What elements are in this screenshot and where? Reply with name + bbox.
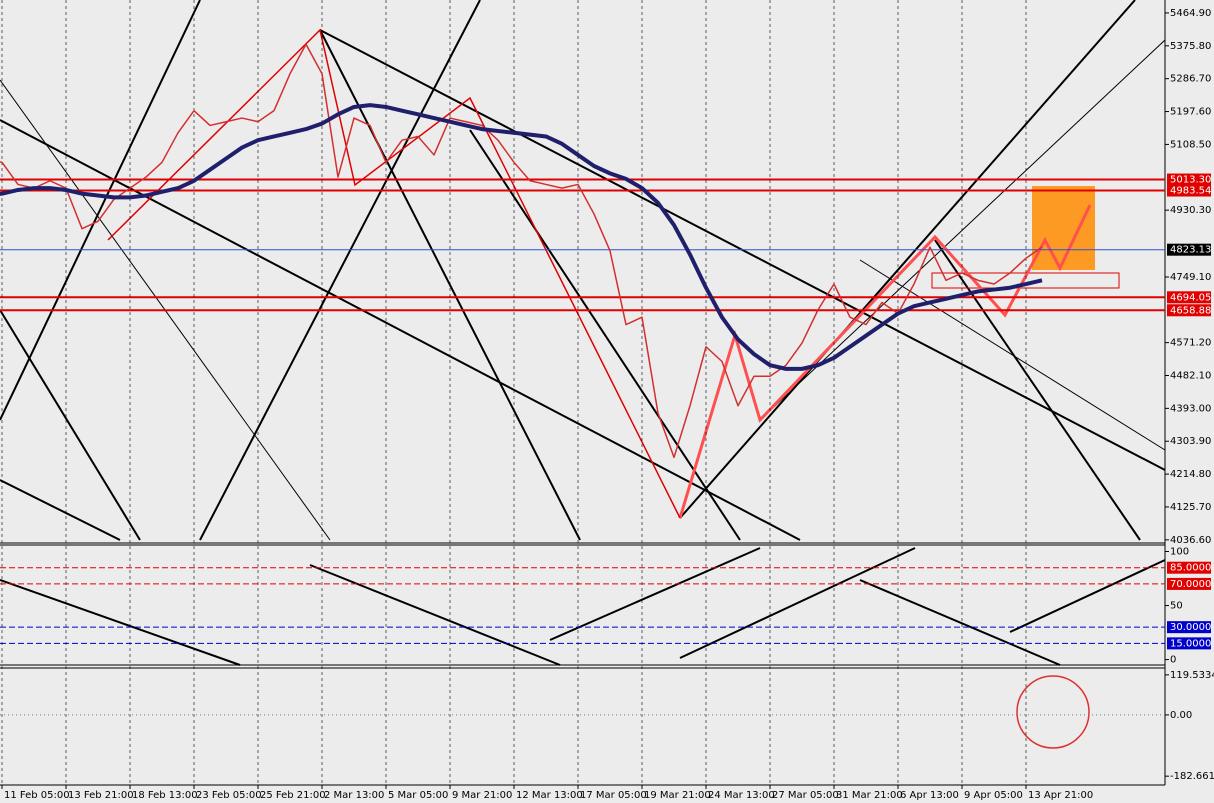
y-tick-label: 50 <box>1170 601 1183 612</box>
x-tick-label: 19 Mar 21:00 <box>644 790 711 801</box>
trendline <box>0 479 121 541</box>
target-zone <box>1032 186 1095 270</box>
y-tick-label: 5197.60 <box>1170 107 1211 118</box>
y-tick-label: 4930.30 <box>1170 205 1211 216</box>
x-tick-label: 9 Apr 05:00 <box>964 790 1023 801</box>
y-tick-label: 5464.90 <box>1170 8 1211 19</box>
level-label-box <box>1167 184 1211 197</box>
level-label-box <box>1167 637 1211 650</box>
y-tick-label: 4749.10 <box>1170 272 1211 283</box>
level-label: 4823.13 <box>1170 245 1211 256</box>
highlight-circle <box>1016 675 1090 749</box>
x-tick-label: 27 Mar 05:00 <box>772 790 839 801</box>
level-label: 4694.05 <box>1170 292 1211 303</box>
level-label: 15.0000 <box>1170 638 1211 649</box>
x-tick-label: 31 Mar 21:00 <box>836 790 903 801</box>
x-tick-label: 25 Feb 21:00 <box>260 790 326 801</box>
y-tick-label: 0.00 <box>1170 710 1192 721</box>
level-label: 5013.30 <box>1170 175 1211 186</box>
x-tick-label: 17 Mar 05:00 <box>580 790 647 801</box>
series-line <box>0 43 1043 459</box>
x-tick-label: 2 Mar 13:00 <box>324 790 384 801</box>
level-label: 70.0000 <box>1170 579 1211 590</box>
y-tick-label: 5108.50 <box>1170 139 1211 150</box>
level-label-box <box>1167 577 1211 590</box>
trendline <box>934 239 1141 541</box>
y-tick-label: 119.5334 <box>1170 670 1214 681</box>
trendline <box>1009 559 1166 633</box>
level-label: 85.0000 <box>1170 563 1211 574</box>
level-label: 4983.54 <box>1170 186 1211 197</box>
x-tick-label: 13 Apr 21:00 <box>1028 790 1093 801</box>
y-tick-label: 4571.20 <box>1170 338 1211 349</box>
trendline <box>859 579 1061 666</box>
trendline <box>0 579 241 666</box>
y-tick-label: 4125.70 <box>1170 502 1211 513</box>
trendline <box>0 0 201 421</box>
y-tick-label: 4214.80 <box>1170 469 1211 480</box>
trendline <box>199 0 481 541</box>
level-label-box <box>1167 243 1211 256</box>
level-label-box <box>1167 304 1211 317</box>
y-tick-label: 4036.60 <box>1170 535 1211 546</box>
y-tick-label: 0 <box>1170 655 1176 666</box>
x-tick-label: 12 Mar 13:00 <box>516 790 583 801</box>
zigzag <box>107 28 681 519</box>
level-label-box <box>1167 173 1211 186</box>
trendline <box>759 39 1166 421</box>
level-label-box <box>1167 561 1211 574</box>
x-tick-label: 23 Feb 05:00 <box>196 790 262 801</box>
x-tick-label: 9 Mar 21:00 <box>452 790 512 801</box>
level-label-box <box>1167 621 1211 634</box>
trendline <box>0 309 141 541</box>
trendline <box>549 547 761 641</box>
y-tick-label: 4303.90 <box>1170 436 1211 447</box>
level-label-box <box>1167 291 1211 304</box>
x-tick-label: 24 Mar 13:00 <box>708 790 775 801</box>
x-tick-label: 13 Feb 21:00 <box>68 790 134 801</box>
x-tick-label: 5 Mar 05:00 <box>388 790 448 801</box>
support-zone <box>931 272 1120 289</box>
y-tick-label: 4393.00 <box>1170 403 1211 414</box>
x-tick-label: 11 Feb 05:00 <box>4 790 70 801</box>
trendline <box>679 0 1136 519</box>
trendline <box>309 564 561 666</box>
y-tick-label: 100 <box>1170 546 1189 557</box>
level-label: 30.0000 <box>1170 622 1211 633</box>
y-tick-label: -182.6615 <box>1170 771 1214 782</box>
x-tick-label: 6 Apr 13:00 <box>900 790 959 801</box>
x-tick-label: 18 Feb 13:00 <box>132 790 198 801</box>
trendline <box>859 259 1166 451</box>
y-tick-label: 5375.80 <box>1170 41 1211 52</box>
y-tick-label: 4482.10 <box>1170 370 1211 381</box>
y-tick-label: 5286.70 <box>1170 74 1211 85</box>
series-line <box>0 103 1043 371</box>
trendline <box>679 547 916 659</box>
level-label: 4658.88 <box>1170 305 1211 316</box>
